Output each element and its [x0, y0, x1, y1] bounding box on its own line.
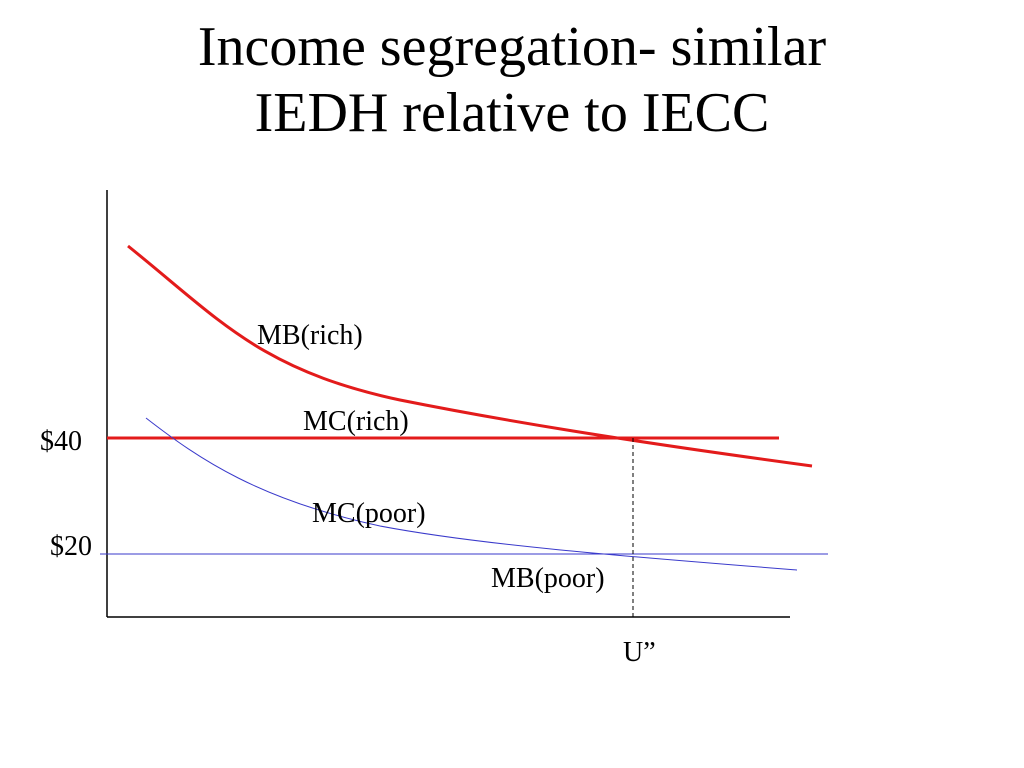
mb-poor-label: MB(poor): [491, 563, 605, 594]
slide-title: Income segregation- similar IEDH relativ…: [0, 14, 1024, 146]
quantity-u-label: U”: [623, 637, 656, 668]
mb-rich-label: MB(rich): [257, 320, 363, 351]
title-line-2: IEDH relative to IECC: [254, 82, 770, 144]
mb-rich-curve: [127, 244, 813, 468]
mb-poor-curve: [145, 417, 798, 571]
price-40-label: $40: [40, 426, 82, 457]
mc-rich-label: MC(rich): [303, 406, 409, 437]
title-line-1: Income segregation- similar: [197, 16, 827, 78]
mc-poor-label: MC(poor): [312, 498, 426, 529]
price-20-label: $20: [50, 531, 92, 562]
